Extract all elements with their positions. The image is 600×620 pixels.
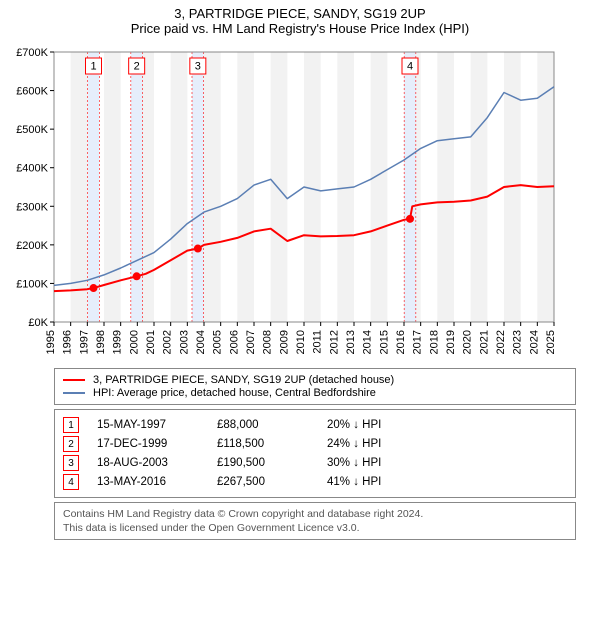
svg-text:2003: 2003 [178, 330, 190, 354]
svg-text:2014: 2014 [362, 330, 374, 354]
sale-marker-box: 3 [63, 455, 79, 471]
svg-text:£200K: £200K [16, 240, 48, 252]
sale-date: 17-DEC-1999 [97, 438, 217, 450]
svg-text:2013: 2013 [345, 330, 357, 354]
svg-text:4: 4 [407, 60, 413, 72]
svg-text:2025: 2025 [545, 330, 557, 354]
svg-text:2020: 2020 [462, 330, 474, 354]
svg-text:£600K: £600K [16, 86, 48, 98]
sales-row: 3 18-AUG-2003£190,50030% ↓ HPI [63, 455, 567, 471]
sale-price: £118,500 [217, 438, 327, 450]
legend-label: HPI: Average price, detached house, Cent… [93, 387, 376, 399]
svg-text:1996: 1996 [62, 330, 74, 354]
svg-text:2009: 2009 [278, 330, 290, 354]
legend-item: 3, PARTRIDGE PIECE, SANDY, SG19 2UP (det… [63, 374, 567, 386]
svg-text:1999: 1999 [112, 330, 124, 354]
page-container: 3, PARTRIDGE PIECE, SANDY, SG19 2UP Pric… [0, 0, 600, 550]
svg-text:2002: 2002 [162, 330, 174, 354]
svg-text:2006: 2006 [228, 330, 240, 354]
svg-text:2023: 2023 [512, 330, 524, 354]
svg-text:2022: 2022 [495, 330, 507, 354]
chart-title: 3, PARTRIDGE PIECE, SANDY, SG19 2UP Pric… [6, 6, 594, 36]
svg-text:3: 3 [195, 60, 201, 72]
svg-text:£0K: £0K [28, 317, 48, 329]
svg-text:2024: 2024 [528, 330, 540, 354]
svg-text:£100K: £100K [16, 278, 48, 290]
sale-marker-box: 4 [63, 474, 79, 490]
sale-price: £190,500 [217, 457, 327, 469]
sales-row: 4 13-MAY-2016£267,50041% ↓ HPI [63, 474, 567, 490]
svg-text:£300K: £300K [16, 201, 48, 213]
svg-text:2012: 2012 [328, 330, 340, 354]
sale-date: 18-AUG-2003 [97, 457, 217, 469]
svg-text:2001: 2001 [145, 330, 157, 354]
svg-text:1: 1 [90, 60, 96, 72]
svg-text:2019: 2019 [445, 330, 457, 354]
sale-vs-hpi: 24% ↓ HPI [327, 438, 381, 450]
svg-text:2000: 2000 [128, 330, 140, 354]
svg-text:2: 2 [134, 60, 140, 72]
sales-row: 1 15-MAY-1997£88,00020% ↓ HPI [63, 417, 567, 433]
svg-text:1998: 1998 [95, 330, 107, 354]
sale-date: 15-MAY-1997 [97, 419, 217, 431]
legend: 3, PARTRIDGE PIECE, SANDY, SG19 2UP (det… [54, 368, 576, 405]
price-chart: £0K £100K £200K £300K £400K £500K £600K £700K 19… [6, 42, 566, 362]
title-address: 3, PARTRIDGE PIECE, SANDY, SG19 2UP [6, 6, 594, 21]
title-subtitle: Price paid vs. HM Land Registry's House … [6, 21, 594, 36]
svg-text:£500K: £500K [16, 124, 48, 136]
svg-text:£700K: £700K [16, 47, 48, 59]
legend-swatch [63, 379, 85, 381]
legend-item: HPI: Average price, detached house, Cent… [63, 387, 567, 399]
legend-label: 3, PARTRIDGE PIECE, SANDY, SG19 2UP (det… [93, 374, 394, 386]
sale-vs-hpi: 30% ↓ HPI [327, 457, 381, 469]
svg-text:2004: 2004 [195, 330, 207, 354]
svg-text:2016: 2016 [395, 330, 407, 354]
legend-swatch [63, 392, 85, 394]
attribution-footer: Contains HM Land Registry data © Crown c… [54, 502, 576, 540]
svg-text:1995: 1995 [45, 330, 57, 354]
sale-price: £88,000 [217, 419, 327, 431]
sales-table: 1 15-MAY-1997£88,00020% ↓ HPI 2 17-DEC-1999… [54, 409, 576, 498]
svg-text:2010: 2010 [295, 330, 307, 354]
svg-text:1997: 1997 [78, 330, 90, 354]
svg-text:2017: 2017 [412, 330, 424, 354]
sales-row: 2 17-DEC-1999£118,50024% ↓ HPI [63, 436, 567, 452]
sale-price: £267,500 [217, 476, 327, 488]
chart-area: £0K £100K £200K £300K £400K £500K £600K £700K 19… [6, 42, 594, 362]
sale-vs-hpi: 20% ↓ HPI [327, 419, 381, 431]
svg-text:2007: 2007 [245, 330, 257, 354]
footer-line-2: This data is licensed under the Open Gov… [63, 521, 567, 535]
svg-text:2008: 2008 [262, 330, 274, 354]
sale-date: 13-MAY-2016 [97, 476, 217, 488]
svg-text:2015: 2015 [378, 330, 390, 354]
footer-line-1: Contains HM Land Registry data © Crown c… [63, 507, 567, 521]
svg-text:2011: 2011 [312, 330, 324, 354]
svg-text:2018: 2018 [428, 330, 440, 354]
svg-text:2021: 2021 [478, 330, 490, 354]
sale-marker-box: 1 [63, 417, 79, 433]
svg-text:£400K: £400K [16, 163, 48, 175]
sale-vs-hpi: 41% ↓ HPI [327, 476, 381, 488]
sale-marker-box: 2 [63, 436, 79, 452]
svg-text:2005: 2005 [212, 330, 224, 354]
